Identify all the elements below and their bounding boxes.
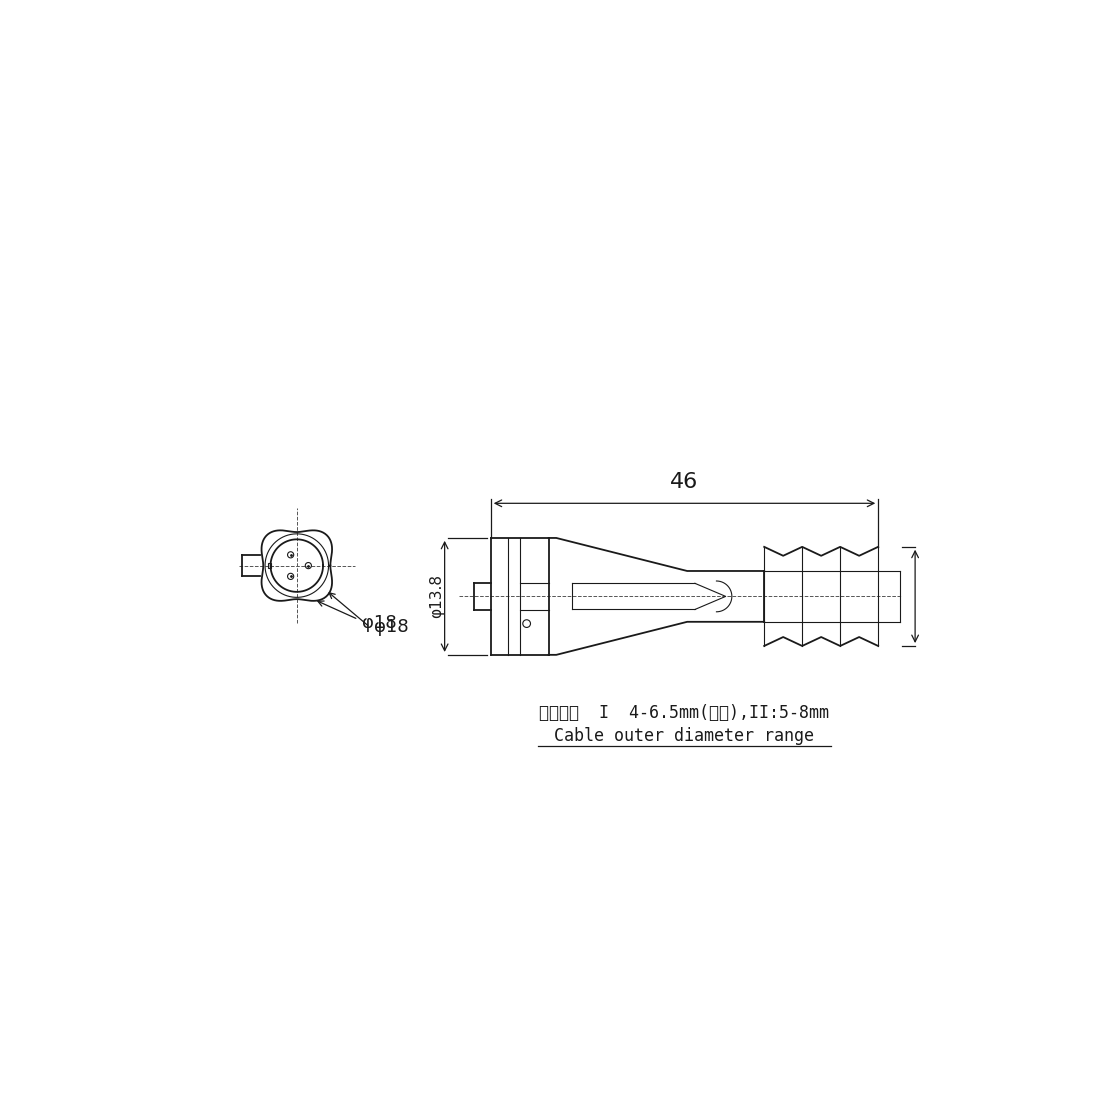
Text: φ18: φ18 [374, 618, 409, 636]
Text: 46: 46 [671, 472, 699, 492]
Bar [268, 563, 271, 568]
Text: φ13.8: φ13.8 [429, 575, 445, 618]
Text: 电缆直径  I  4-6.5mm(不标),II:5-8mm: 电缆直径 I 4-6.5mm(不标),II:5-8mm [540, 703, 830, 721]
Text: Cable outer diameter range: Cable outer diameter range [554, 727, 814, 745]
Text: φ18: φ18 [362, 615, 396, 633]
